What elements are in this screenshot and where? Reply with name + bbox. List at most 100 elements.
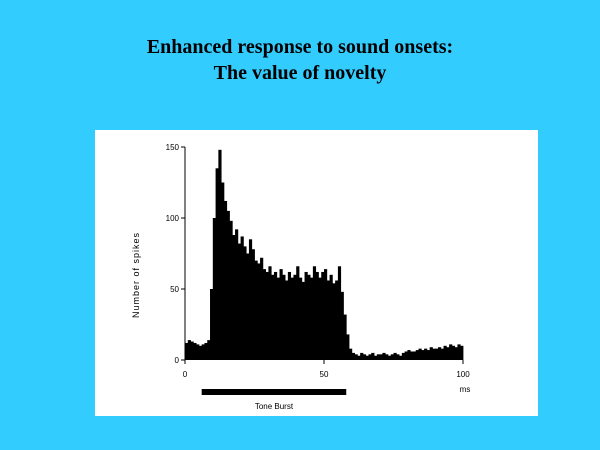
y-axis-label: Number of spikes	[131, 232, 141, 318]
histogram-bar	[248, 239, 253, 360]
histogram-bar	[435, 348, 439, 360]
histogram-bar	[251, 249, 255, 360]
histogram-bar	[340, 291, 344, 360]
histogram-bar	[215, 168, 219, 360]
histogram-bar	[362, 354, 367, 360]
histogram-bar	[454, 347, 458, 360]
histogram-bar	[285, 280, 289, 360]
histogram-bar	[429, 347, 433, 360]
histogram-bar	[276, 277, 280, 360]
histogram-bar	[415, 350, 419, 360]
histogram-bar	[273, 271, 278, 360]
histogram-bar	[337, 266, 342, 360]
histogram-bar	[298, 277, 303, 360]
histogram-bar	[401, 352, 406, 360]
histogram-bar	[432, 348, 436, 360]
histogram-bar	[421, 350, 425, 360]
histogram-bar	[412, 351, 417, 360]
histogram-bar	[349, 348, 353, 360]
histogram-bar	[279, 269, 283, 360]
histogram-bar	[443, 345, 447, 360]
histogram-bar	[212, 218, 216, 360]
histogram-bar	[223, 200, 228, 360]
histogram-bar	[396, 354, 400, 360]
histogram-bar	[418, 348, 422, 360]
histogram-bar	[324, 269, 328, 360]
histogram-bar	[424, 348, 428, 360]
histogram-bar	[190, 341, 194, 360]
histogram-bar	[357, 355, 361, 360]
histogram-bar	[449, 344, 453, 360]
histogram-bar	[204, 342, 208, 360]
histogram-bar	[399, 355, 403, 360]
histogram-bar	[290, 277, 294, 360]
histogram-bar	[365, 355, 369, 360]
axes-layer: 0 50 100 150 0 50 100	[166, 143, 471, 379]
histogram-bar	[374, 355, 378, 360]
histogram-bar	[351, 352, 355, 360]
histogram-bar	[237, 243, 241, 360]
stimulus-bar	[201, 389, 347, 395]
x-tick-label: 100	[456, 370, 470, 379]
histogram-bar	[232, 235, 236, 360]
histogram-bar	[282, 274, 286, 360]
histogram-bar	[307, 274, 311, 360]
histogram-bar	[382, 352, 386, 360]
histogram-bar	[437, 347, 442, 360]
histogram-bar	[315, 271, 319, 360]
histogram-bar	[460, 345, 464, 360]
histogram-bar	[390, 354, 394, 360]
histogram-bar	[368, 354, 372, 360]
histogram-bar	[332, 283, 336, 360]
histogram-bar	[293, 274, 297, 360]
histogram-bar	[207, 340, 211, 360]
histogram-bar	[268, 266, 272, 360]
histogram-bar	[246, 253, 250, 360]
x-tick-label: 0	[183, 370, 188, 379]
histogram-bar	[260, 257, 264, 360]
histogram-bar	[329, 274, 333, 360]
histogram-bar	[262, 269, 267, 360]
histogram-bar	[301, 281, 305, 360]
histogram-bar	[346, 334, 350, 360]
histogram-bar	[265, 271, 269, 360]
histogram-bar	[376, 354, 380, 360]
histogram-bar	[446, 347, 450, 360]
histogram-bar	[407, 350, 411, 360]
histogram-bar	[326, 280, 330, 360]
histogram-bar	[254, 260, 258, 360]
histogram-bar	[296, 266, 300, 360]
x-axis-unit-label: ms	[460, 385, 471, 394]
psth-histogram: 0 50 100 150 0 50 100 Number of spikes ms Tone…	[131, 143, 471, 411]
histogram-bar	[235, 229, 239, 360]
histogram-bar	[354, 354, 358, 360]
histogram-bar	[240, 236, 244, 360]
histogram-bar	[343, 314, 347, 360]
histogram-bar	[196, 344, 200, 360]
stimulus-label: Tone Burst	[255, 402, 294, 411]
histogram-bar	[210, 289, 214, 360]
histogram-bar	[335, 280, 339, 360]
y-tick-label: 150	[166, 143, 180, 152]
histogram-bar	[385, 354, 389, 360]
histogram-bar	[393, 352, 397, 360]
histogram-bar	[457, 344, 461, 360]
histogram-bar	[257, 263, 261, 360]
y-tick-label: 0	[175, 356, 180, 365]
histogram-bar	[185, 342, 189, 360]
histogram-bar	[310, 277, 314, 360]
histogram-bar	[440, 348, 444, 360]
bars-layer	[185, 149, 464, 360]
histogram-bar	[218, 149, 222, 360]
histogram-bar	[201, 344, 205, 360]
histogram-bar	[271, 274, 275, 360]
histogram-bar	[243, 246, 247, 360]
histogram-bar	[318, 277, 322, 360]
histogram-bar	[387, 355, 392, 360]
slide-title-line-1: Enhanced response to sound onsets:	[146, 36, 454, 58]
histogram-bar	[451, 345, 456, 360]
histogram-bar	[198, 345, 203, 360]
histogram-bar	[360, 352, 364, 360]
slide-title: Enhanced response to sound onsets: The v…	[0, 34, 600, 86]
histogram-bar	[287, 271, 292, 360]
